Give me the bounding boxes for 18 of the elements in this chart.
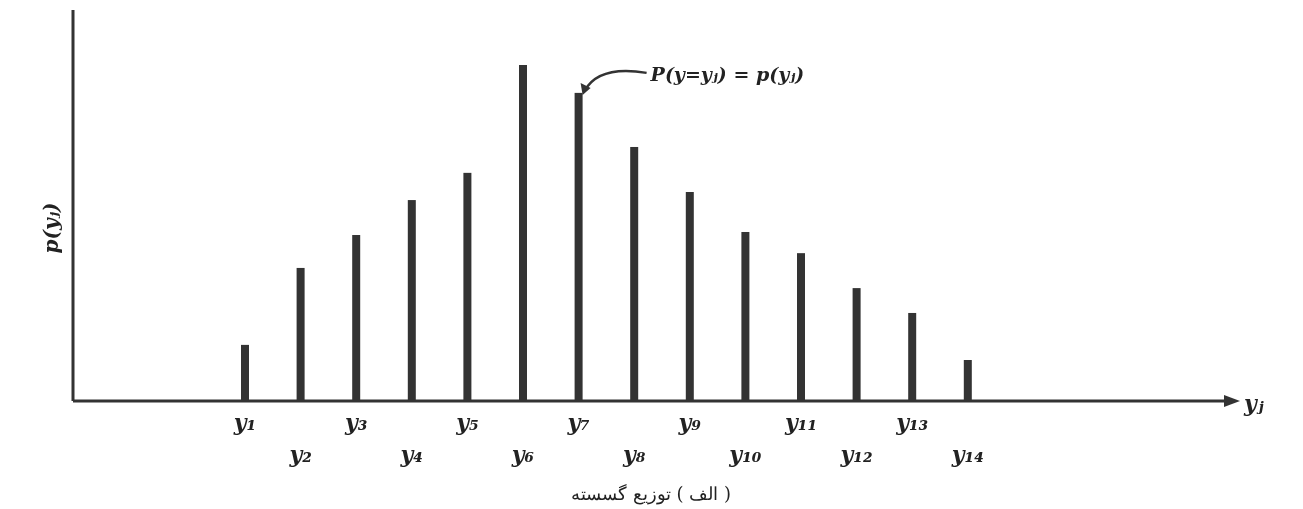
x-tick-label: y₁₄ bbox=[950, 441, 984, 467]
text: p(yⱼ) bbox=[39, 202, 63, 254]
annotation: P(y=yⱼ) = p(yⱼ) bbox=[649, 62, 805, 85]
x-tick-label: y₃ bbox=[343, 409, 368, 435]
x-tick-label: y₁₃ bbox=[895, 409, 929, 435]
x-tick-label: y₉ bbox=[677, 409, 702, 435]
x-tick-label: y₁₂ bbox=[839, 441, 873, 467]
x-tick-label: y₁₀ bbox=[728, 441, 762, 467]
text: yⱼ bbox=[1243, 390, 1264, 416]
x-tick-label: y₆ bbox=[510, 441, 535, 467]
x-tick-label: y₁ bbox=[232, 409, 257, 435]
x-tick-label: y₄ bbox=[399, 441, 424, 467]
x-tick-label: y₂ bbox=[288, 441, 312, 467]
text: ( الف ) توزیع گسسته bbox=[571, 483, 731, 505]
x-tick-label: y₁₁ bbox=[783, 409, 818, 435]
x-tick-label: y₈ bbox=[621, 441, 646, 467]
x-tick-label: y₅ bbox=[455, 409, 479, 435]
x-tick-label: y₇ bbox=[566, 409, 590, 435]
